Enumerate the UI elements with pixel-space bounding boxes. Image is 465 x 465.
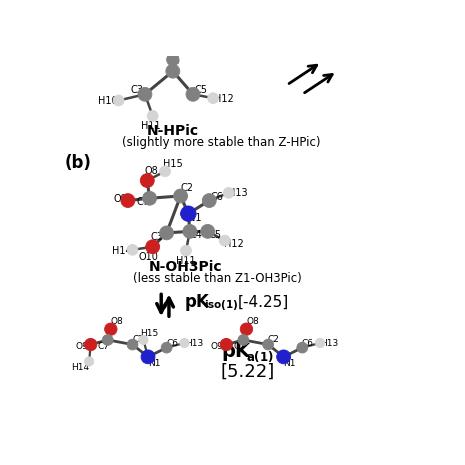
Circle shape — [127, 245, 138, 255]
Circle shape — [183, 225, 197, 238]
Circle shape — [141, 350, 155, 364]
Circle shape — [159, 166, 171, 177]
Circle shape — [202, 193, 216, 207]
Circle shape — [315, 339, 325, 348]
Circle shape — [121, 193, 135, 207]
Text: O10: O10 — [139, 252, 159, 262]
Text: C6: C6 — [166, 339, 178, 347]
Text: [-4.25]: [-4.25] — [238, 295, 289, 310]
Text: $\bf{pK}$: $\bf{pK}$ — [221, 341, 252, 363]
Circle shape — [180, 245, 192, 256]
Circle shape — [113, 95, 124, 106]
Text: N-HPic: N-HPic — [147, 124, 199, 138]
Circle shape — [143, 191, 157, 205]
Text: C5: C5 — [209, 230, 222, 240]
Text: (less stable than Z1-OH3Pic): (less stable than Z1-OH3Pic) — [133, 272, 301, 285]
Circle shape — [208, 93, 219, 104]
Circle shape — [238, 334, 249, 345]
Text: [5.22]: [5.22] — [221, 363, 275, 380]
Text: O9: O9 — [113, 194, 127, 204]
Circle shape — [277, 350, 291, 364]
Circle shape — [161, 342, 172, 353]
Text: H14: H14 — [112, 246, 132, 256]
Circle shape — [220, 339, 232, 351]
Text: H14: H14 — [71, 363, 89, 372]
Circle shape — [102, 334, 113, 345]
Text: H15: H15 — [163, 159, 183, 169]
Text: O8: O8 — [246, 317, 259, 326]
Circle shape — [139, 335, 148, 345]
Text: H10: H10 — [98, 96, 118, 106]
Text: C5: C5 — [194, 86, 207, 95]
Circle shape — [166, 53, 179, 66]
Text: H13: H13 — [228, 188, 248, 198]
Circle shape — [263, 339, 273, 350]
Text: C7: C7 — [233, 342, 246, 352]
Circle shape — [180, 339, 189, 348]
Circle shape — [166, 64, 180, 78]
Circle shape — [159, 226, 173, 240]
Text: $\bf{pK}$: $\bf{pK}$ — [184, 292, 211, 312]
Circle shape — [186, 87, 200, 101]
Text: O8: O8 — [111, 317, 123, 326]
Circle shape — [146, 240, 159, 254]
Text: H13: H13 — [320, 339, 339, 347]
Circle shape — [180, 206, 196, 221]
Text: H11: H11 — [176, 256, 196, 266]
Text: H11: H11 — [141, 121, 161, 131]
Circle shape — [147, 111, 158, 121]
Text: H12: H12 — [214, 94, 234, 104]
Circle shape — [105, 323, 117, 335]
Text: $\bf{iso(1)}$: $\bf{iso(1)}$ — [204, 298, 239, 312]
Text: C7: C7 — [137, 197, 150, 207]
Circle shape — [240, 323, 252, 335]
Circle shape — [201, 225, 215, 238]
Circle shape — [85, 357, 94, 366]
Circle shape — [219, 235, 230, 246]
Circle shape — [140, 173, 154, 187]
Text: N1: N1 — [148, 359, 160, 367]
Text: C4: C4 — [168, 56, 181, 66]
Text: C2: C2 — [268, 335, 279, 345]
Text: H12: H12 — [224, 239, 244, 249]
Text: C2: C2 — [180, 183, 193, 193]
Text: C4: C4 — [190, 230, 203, 240]
Text: C6: C6 — [302, 339, 314, 347]
Text: C6: C6 — [211, 192, 224, 202]
Circle shape — [173, 189, 187, 203]
Text: C7: C7 — [98, 342, 110, 352]
Text: C2: C2 — [132, 335, 144, 345]
Text: $\bf{a(1)}$: $\bf{a(1)}$ — [246, 349, 273, 364]
Text: H13: H13 — [185, 339, 203, 347]
Circle shape — [223, 187, 234, 198]
Text: N1: N1 — [188, 213, 201, 222]
Text: (b): (b) — [64, 154, 91, 173]
Circle shape — [297, 342, 308, 353]
Text: N1: N1 — [284, 359, 296, 367]
Text: O8: O8 — [144, 166, 158, 176]
Text: O9: O9 — [75, 342, 88, 351]
Text: O9: O9 — [211, 342, 223, 351]
Text: N-OH3Pic: N-OH3Pic — [149, 260, 223, 274]
Circle shape — [85, 339, 97, 351]
Text: (slightly more stable than Z-HPic): (slightly more stable than Z-HPic) — [122, 136, 320, 149]
Text: C3: C3 — [151, 232, 164, 242]
Circle shape — [138, 87, 152, 101]
Circle shape — [127, 339, 138, 350]
Text: H15: H15 — [140, 328, 159, 338]
Text: C3: C3 — [131, 86, 144, 95]
